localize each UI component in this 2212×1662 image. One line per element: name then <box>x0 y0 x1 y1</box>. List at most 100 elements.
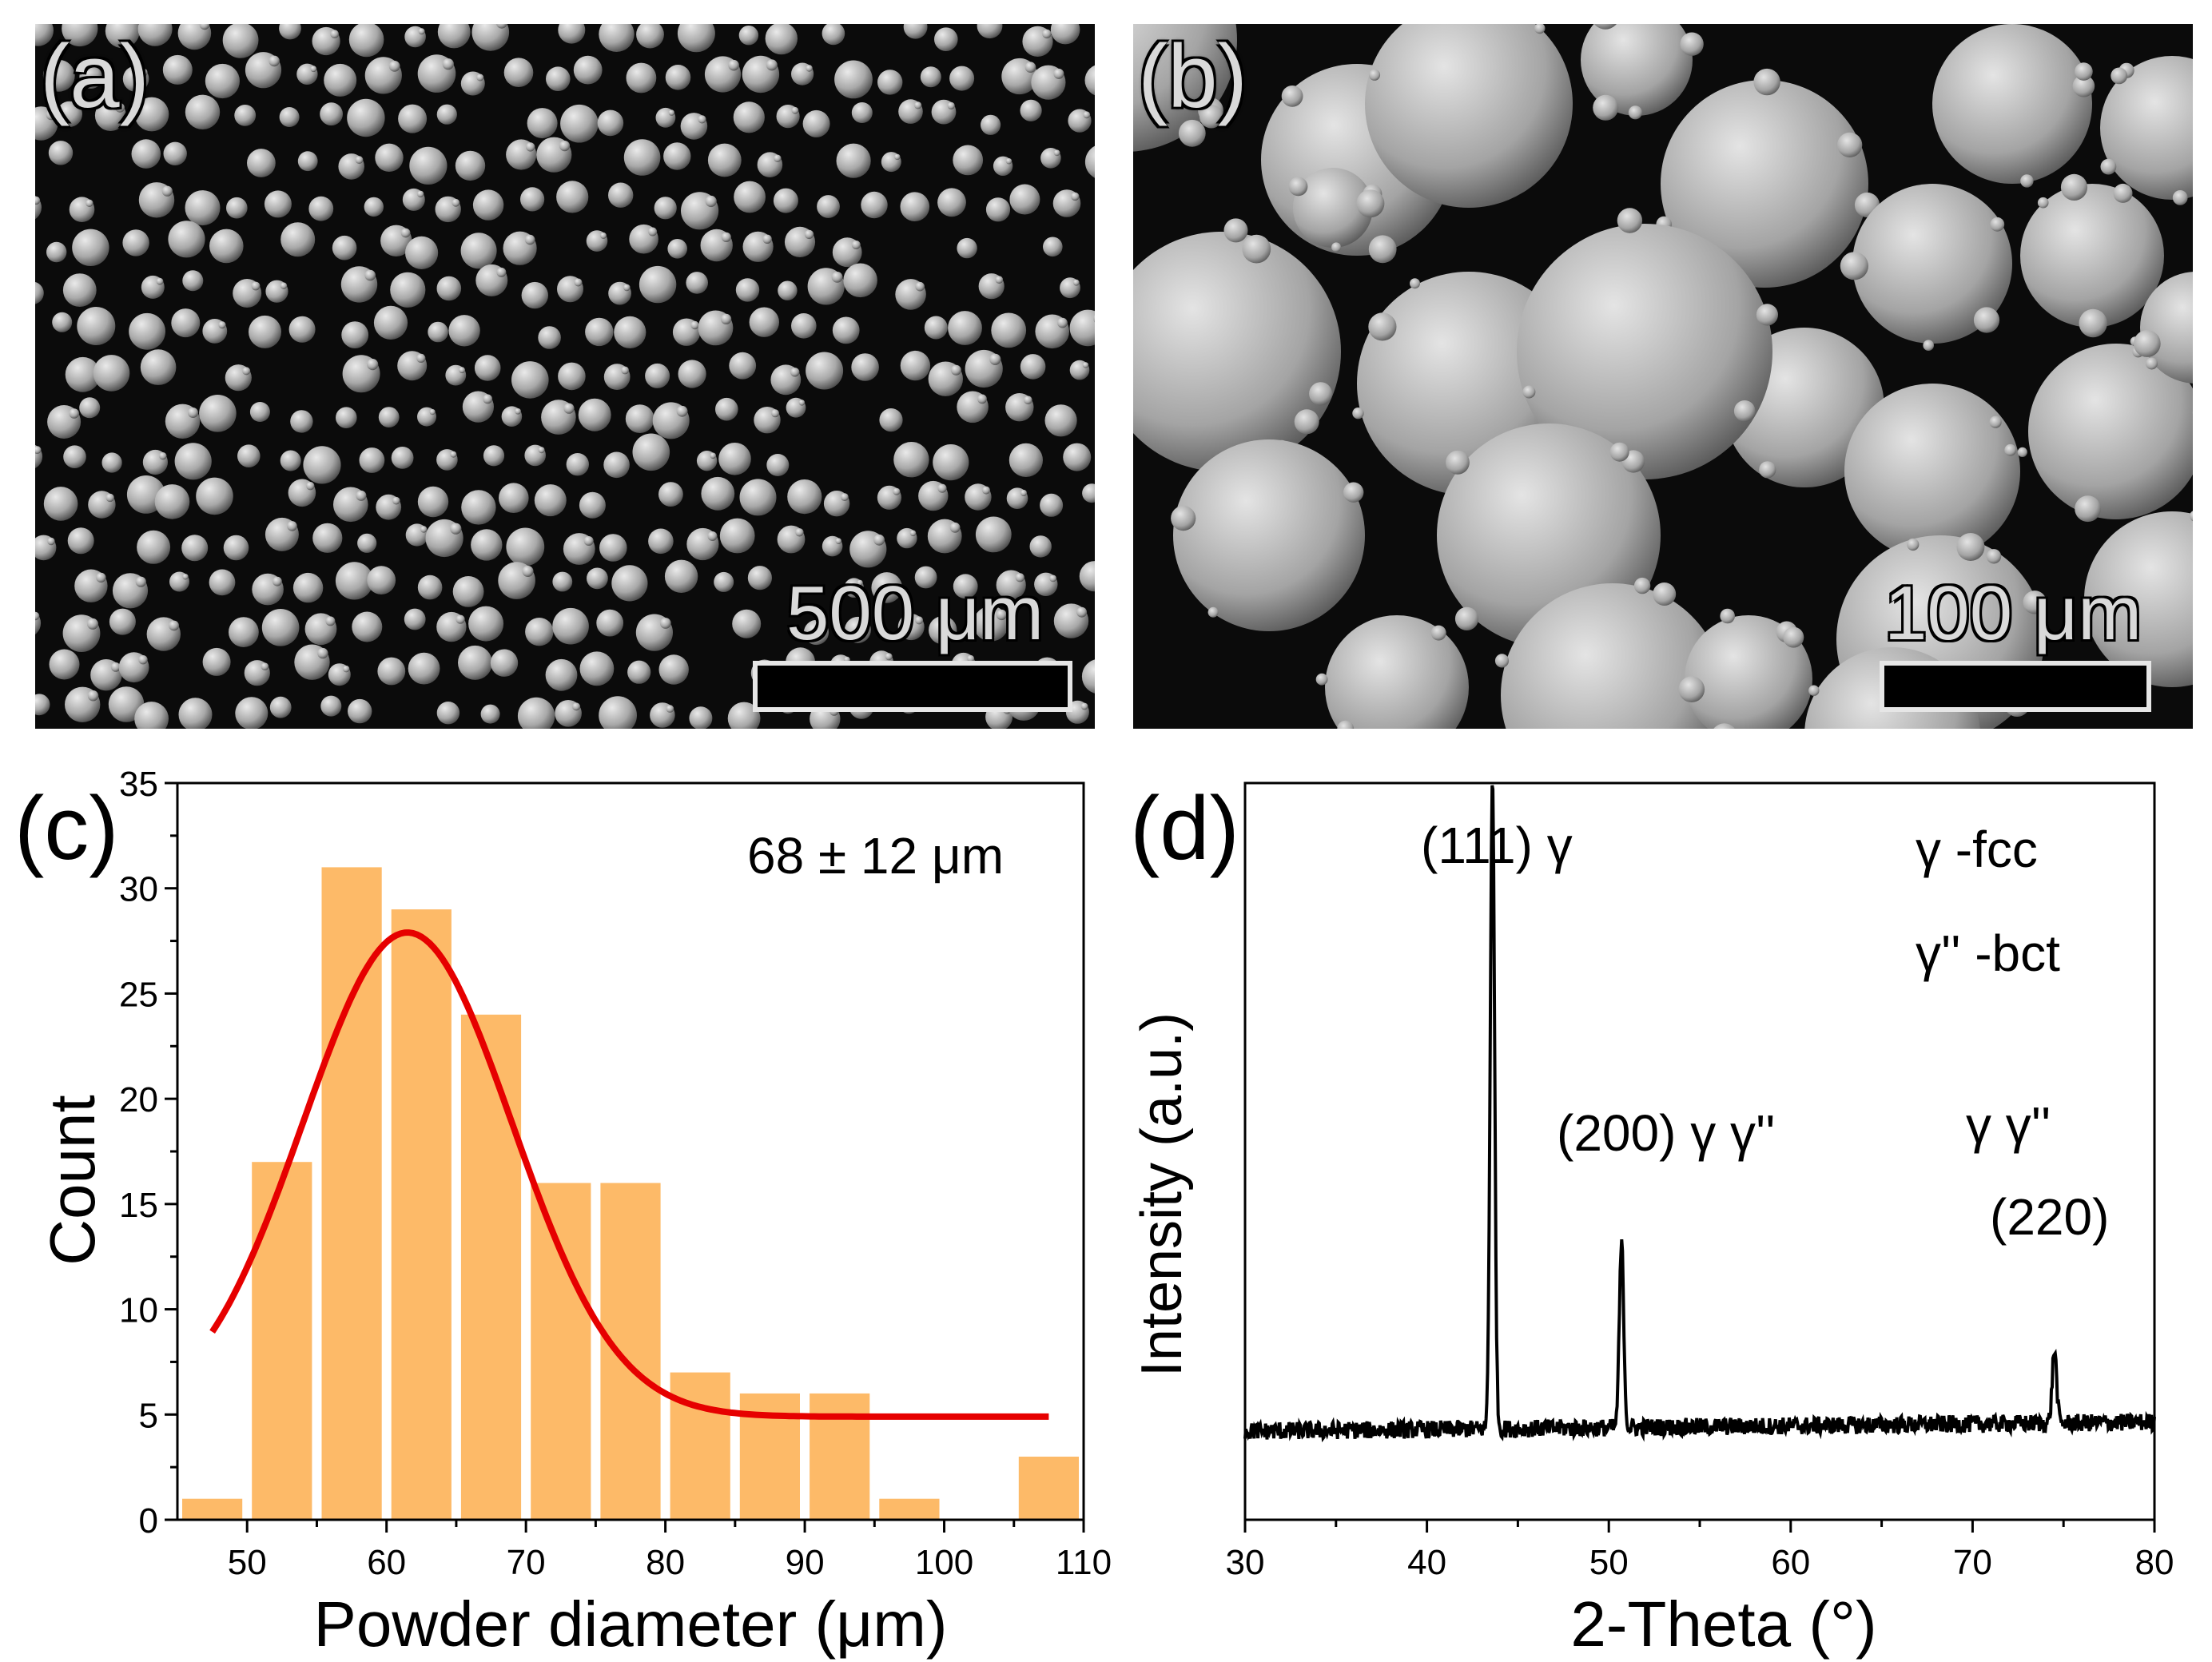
panel-label-a: (a) <box>40 26 149 126</box>
powder-particle <box>288 316 316 343</box>
powder-particle <box>648 528 674 555</box>
histogram-bar <box>879 1498 940 1520</box>
satellite-particle <box>648 227 658 237</box>
powder-particle <box>455 150 486 181</box>
satellite-particle <box>538 447 545 454</box>
powder-particle <box>222 24 259 58</box>
powder-particle <box>599 534 627 562</box>
powder-particle <box>364 197 384 217</box>
xrd-chart: 30 40 50 60 70 80 (d) γ -fcc γ'' -bct (111) γ… <box>1119 759 2212 1662</box>
powder-particle <box>398 104 428 133</box>
powder-particle <box>707 143 742 177</box>
powder-particle <box>1082 483 1095 503</box>
powder-particle <box>1661 80 1868 288</box>
powder-particle <box>359 447 385 473</box>
powder-particle <box>552 571 573 592</box>
satellite-particle <box>306 482 315 491</box>
powder-particle <box>645 363 670 388</box>
histogram-chart: 50 60 70 80 90 100 110 0 5 10 15 20 25 30 35 (c) 68 ± … <box>0 759 1119 1662</box>
powder-particle <box>834 60 873 99</box>
satellite-particle <box>721 313 732 324</box>
powder-particle <box>822 24 845 46</box>
powder-particle <box>623 139 661 176</box>
powder-particle <box>332 235 357 260</box>
y-tick-label: 20 <box>119 1080 158 1119</box>
satellite-particle <box>159 452 167 460</box>
satellite-particle <box>583 536 594 546</box>
powder-particle <box>474 355 501 381</box>
powder-particle <box>43 487 78 521</box>
satellite-particle <box>87 618 98 630</box>
powder-particle <box>35 694 50 716</box>
satellite-particle <box>317 647 328 659</box>
powder-particle <box>625 404 654 433</box>
powder-particle <box>177 24 212 50</box>
satellite-particle <box>915 616 924 625</box>
x-tick-label: 30 <box>1226 1543 1265 1582</box>
powder-particle <box>417 575 443 600</box>
powder-particle <box>46 241 67 263</box>
satellite-particle <box>105 493 114 503</box>
powder-particle <box>404 608 426 630</box>
satellite-particle <box>572 702 581 711</box>
satellite-particle <box>310 66 317 73</box>
satellite-particle <box>1973 307 2000 333</box>
panel-label-b: (b) <box>1138 26 1247 126</box>
peak-label-220-phases: γ γ'' <box>1966 1096 2051 1154</box>
x-tick-label: 100 <box>915 1543 973 1582</box>
powder-particle <box>686 272 708 294</box>
powder-particle <box>832 316 860 344</box>
satellite-particle <box>1049 575 1057 582</box>
satellite-particle <box>1733 400 1756 422</box>
y-tick-label: 0 <box>139 1501 158 1541</box>
satellite-particle <box>1082 362 1089 368</box>
satellite-particle <box>851 241 861 249</box>
powder-particle <box>390 272 426 308</box>
powder-particle <box>1932 24 2092 184</box>
powder-particle <box>235 697 269 729</box>
satellite-particle <box>1410 278 1420 289</box>
satellite-particle <box>1199 105 1223 129</box>
powder-particle <box>879 408 903 432</box>
satellite-particle <box>355 156 364 165</box>
satellite-particle <box>791 106 799 114</box>
satellite-particle <box>1053 149 1060 157</box>
satellite-particle <box>2072 74 2095 97</box>
powder-particle <box>437 24 471 49</box>
powder-particle <box>279 107 300 127</box>
satellite-particle <box>1057 317 1068 328</box>
satellite-particle <box>774 154 782 162</box>
powder-particle <box>558 24 586 44</box>
satellite-particle <box>269 55 280 67</box>
powder-particle <box>335 562 374 600</box>
satellite-particle <box>1907 538 1920 551</box>
powder-particle <box>490 649 519 677</box>
satellite-particle <box>199 24 210 30</box>
satellite-particle <box>1680 32 1704 56</box>
powder-particle <box>511 361 549 399</box>
powder-particle <box>803 619 830 646</box>
x-tick-label: 60 <box>367 1543 406 1582</box>
x-tick-label: 80 <box>646 1543 685 1582</box>
powder-particle <box>48 141 74 165</box>
powder-particle <box>409 146 448 185</box>
legend-gamma-dd-bct: γ'' -bct <box>1916 924 2060 982</box>
powder-particle <box>249 402 270 422</box>
powder-particle <box>975 516 1012 553</box>
powder-particle <box>2084 511 2193 687</box>
powder-particle <box>408 652 440 685</box>
satellite-particle <box>1617 208 1643 233</box>
satellite-particle <box>450 451 457 458</box>
satellite-particle <box>400 228 411 238</box>
powder-particle <box>1501 583 1725 729</box>
powder-particle <box>806 352 844 390</box>
powder-particle <box>1029 535 1052 558</box>
powder-particle <box>729 352 757 380</box>
satellite-particle <box>1522 385 1536 399</box>
powder-particle <box>320 695 342 717</box>
satellite-particle <box>1337 720 1355 729</box>
powder-particle <box>185 190 221 226</box>
powder-particle <box>185 94 221 129</box>
powder-particle <box>1020 354 1046 380</box>
satellite-particle <box>1071 192 1080 201</box>
